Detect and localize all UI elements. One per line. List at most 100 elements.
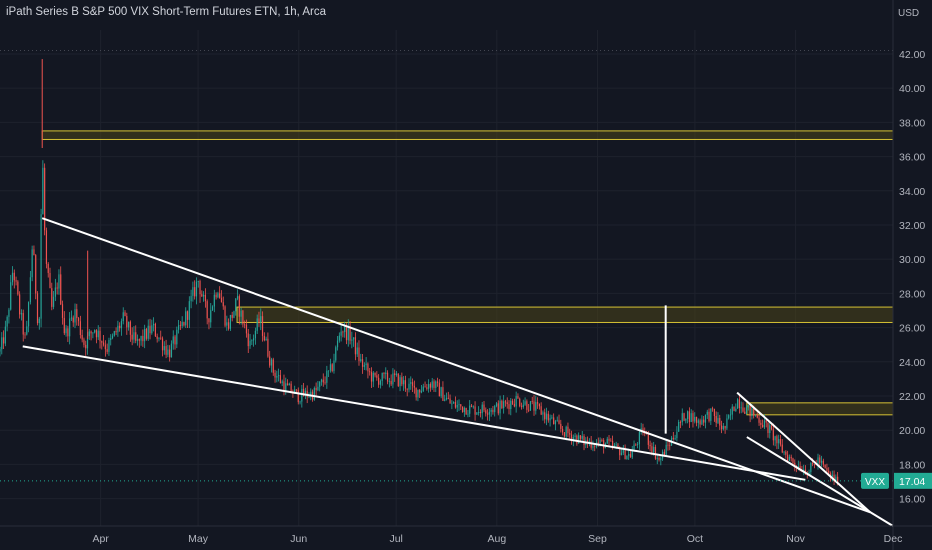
candle-body — [751, 408, 753, 417]
candle-body — [133, 332, 135, 340]
candle-body — [501, 400, 503, 409]
candle-body — [210, 310, 212, 323]
candle-body — [281, 381, 283, 383]
candle-body — [829, 473, 832, 477]
candle-body — [561, 428, 564, 433]
candle-body — [344, 325, 346, 333]
candle-body — [104, 344, 106, 350]
candle-body — [233, 311, 235, 318]
candle-body — [649, 444, 651, 447]
candle-body — [513, 403, 515, 407]
candle-body — [433, 381, 435, 388]
candle-body — [717, 418, 719, 423]
candle-body — [331, 364, 333, 371]
candle-body — [195, 281, 198, 297]
x-tick-label: Aug — [487, 533, 506, 545]
x-tick-label: Jun — [290, 533, 307, 545]
candle-body — [490, 409, 492, 412]
candle-body — [440, 387, 442, 397]
candle-body — [299, 401, 301, 403]
candle-body — [303, 388, 305, 397]
candle-body — [499, 400, 501, 414]
candle-body — [47, 263, 49, 273]
candle-body — [497, 403, 499, 414]
candle-body — [699, 420, 701, 425]
candle-body — [244, 324, 246, 326]
candle-body — [283, 381, 285, 392]
candle-body — [610, 440, 612, 442]
candle-body — [712, 408, 714, 410]
candle-body — [286, 383, 289, 386]
candle-body — [570, 434, 573, 441]
candle-body — [219, 293, 221, 298]
y-tick-label: 26.00 — [899, 323, 925, 335]
candle-body — [615, 444, 617, 446]
candle-body — [1, 337, 3, 350]
candle-body — [58, 274, 60, 289]
candle-body — [113, 331, 115, 336]
candle-body — [51, 288, 53, 307]
candle-body — [278, 375, 280, 377]
candle-body — [826, 467, 828, 471]
candle-body — [10, 282, 12, 310]
currency-label: USD — [898, 8, 919, 19]
candle-body — [295, 389, 298, 391]
candle-body — [142, 335, 144, 342]
candle-body — [787, 454, 789, 461]
candle-body — [94, 330, 96, 333]
candle-body — [247, 333, 249, 347]
candle-body — [181, 321, 183, 327]
candle-body — [436, 381, 439, 383]
candle-body — [267, 338, 269, 357]
candle-body — [431, 381, 433, 388]
y-tick-label: 22.00 — [899, 391, 925, 403]
candle-body — [24, 334, 26, 336]
candle-body — [704, 414, 707, 423]
candle-body — [72, 317, 74, 323]
candle-body — [504, 401, 507, 403]
candle-body — [486, 413, 489, 415]
candle-body — [547, 413, 549, 421]
candle-body — [713, 408, 715, 417]
candle-body — [231, 315, 233, 318]
candle-body — [152, 323, 155, 326]
candle-body — [695, 416, 698, 423]
candle-body — [565, 426, 567, 437]
candle-body — [203, 294, 205, 297]
candle-body — [606, 438, 608, 444]
candle-body — [494, 406, 496, 413]
candle-body — [36, 293, 39, 324]
candle-body — [520, 406, 523, 407]
candle-body — [470, 405, 473, 407]
candle-body — [779, 439, 782, 445]
candle-body — [392, 373, 394, 385]
candle-body — [127, 321, 130, 328]
candle-body — [92, 332, 94, 334]
candle-body — [115, 331, 117, 333]
candle-body — [420, 390, 423, 393]
candle-body — [456, 404, 458, 408]
candle-body — [687, 411, 689, 419]
candle-body — [476, 412, 478, 415]
candle-body — [122, 312, 124, 322]
x-tick-label: Apr — [92, 533, 109, 545]
candle-body — [213, 294, 215, 307]
candle-body — [411, 382, 414, 386]
candle-body — [774, 436, 776, 441]
candle-body — [83, 339, 85, 345]
candle-body — [756, 414, 758, 418]
candle-body — [556, 420, 558, 422]
candle-body — [461, 406, 464, 413]
candle-body — [0, 349, 1, 352]
candle-body — [638, 431, 640, 445]
candle-body — [611, 440, 614, 447]
candle-body — [310, 391, 312, 397]
candle-body — [594, 446, 596, 448]
chart-title: iPath Series B S&P 500 VIX Short-Term Fu… — [6, 6, 327, 18]
candle-body — [167, 349, 169, 355]
candle-body — [597, 442, 599, 444]
candle-body — [185, 311, 187, 326]
candle-body — [783, 451, 785, 453]
candle-body — [370, 372, 373, 382]
